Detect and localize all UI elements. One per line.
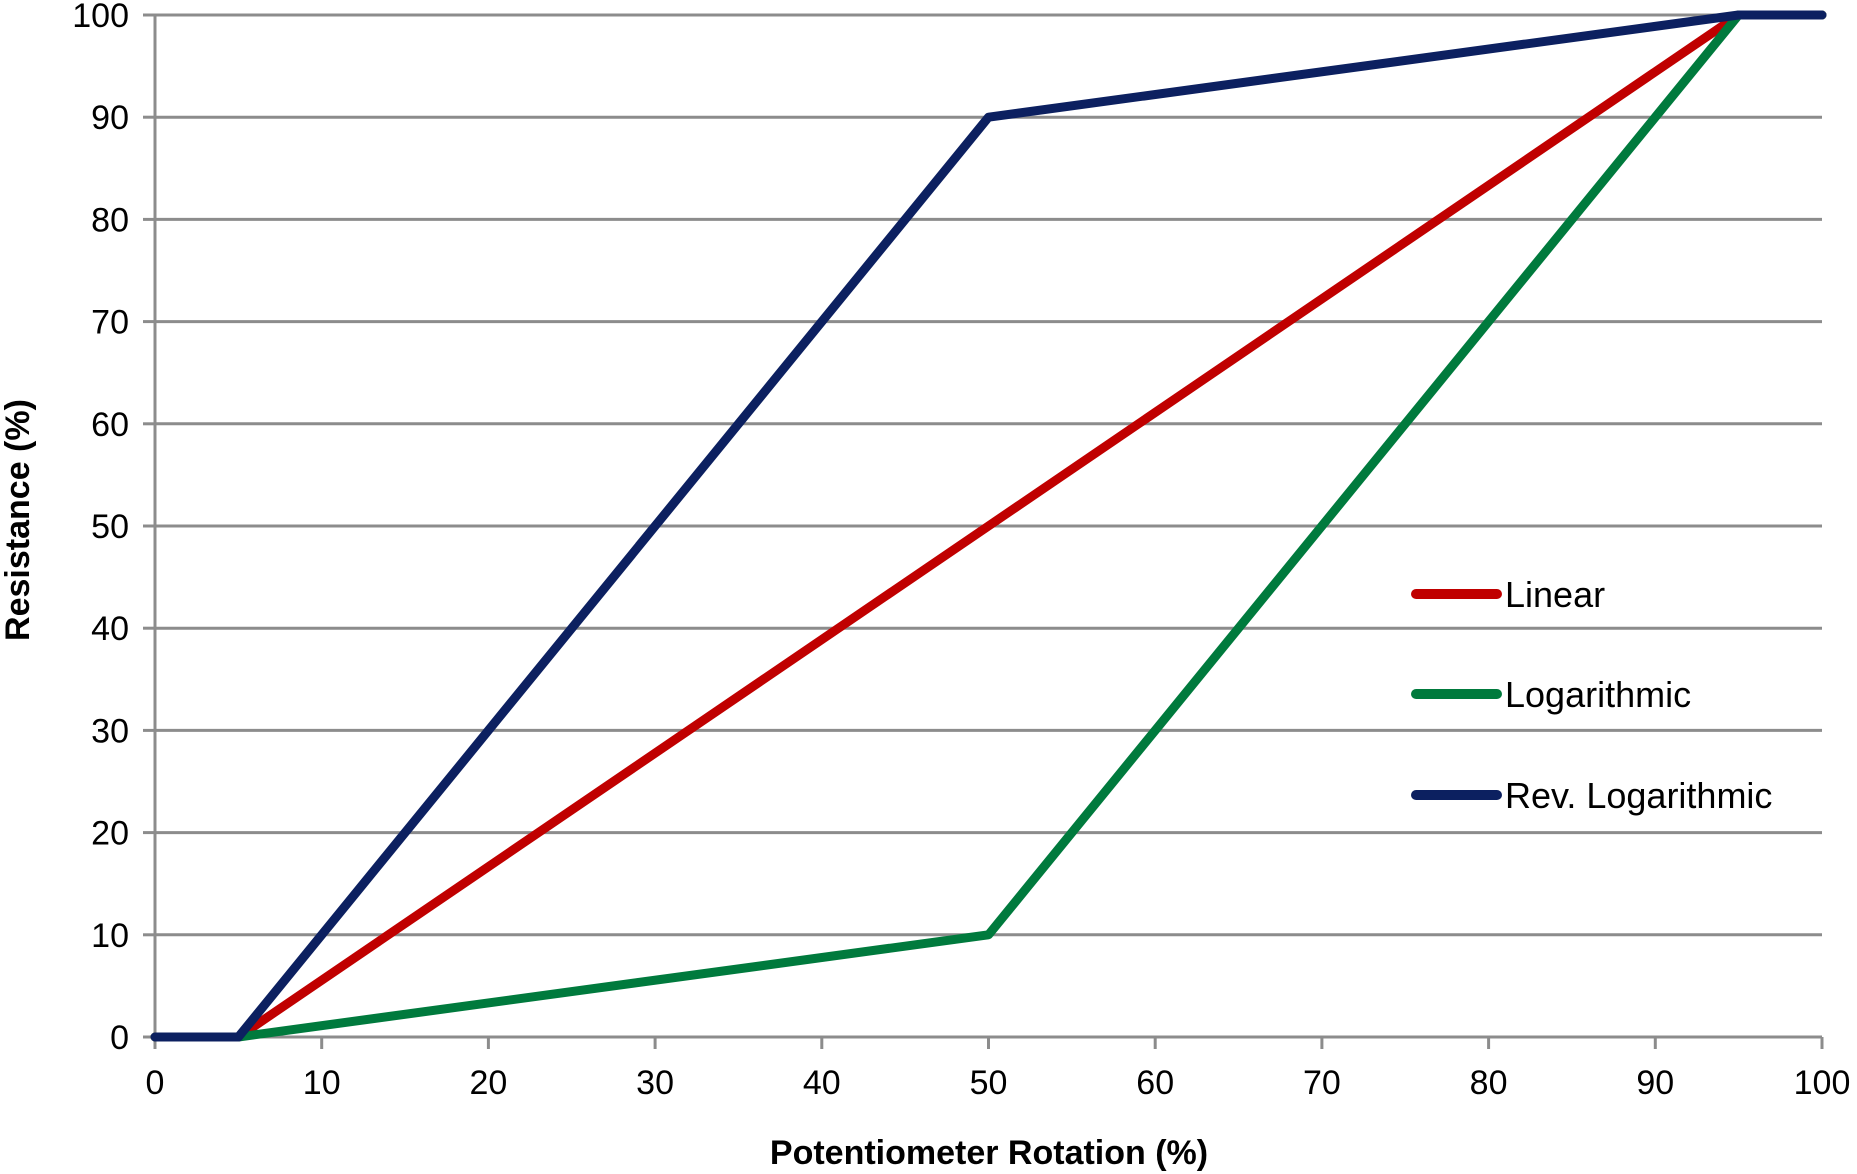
- series-group: [150, 10, 1827, 1042]
- legend-label-2: Logarithmic: [1505, 674, 1691, 715]
- x-tick-label: 40: [803, 1064, 841, 1102]
- x-tick-label: 100: [1794, 1064, 1851, 1102]
- x-tick-label: 50: [970, 1064, 1008, 1102]
- y-tick-label: 10: [91, 917, 129, 955]
- y-axis-title: Resistance (%): [0, 399, 37, 641]
- x-tick-label: 70: [1303, 1064, 1341, 1102]
- y-tick-label: 90: [91, 99, 129, 137]
- y-tick-label: 20: [91, 815, 129, 853]
- y-tick-label: 70: [91, 304, 129, 342]
- legend: Linear Logarithmic Rev. Logarithmic: [1411, 574, 1772, 816]
- y-tick-label: 80: [91, 201, 129, 239]
- x-tick-label: 0: [146, 1064, 165, 1102]
- series-line-3: [150, 10, 1827, 1042]
- x-tick-label: 30: [636, 1064, 674, 1102]
- x-tick-label: 80: [1470, 1064, 1508, 1102]
- axes: [143, 13, 1824, 1049]
- x-tick-label: 60: [1136, 1064, 1174, 1102]
- y-tick-label: 50: [91, 508, 129, 546]
- x-tick-label: 10: [303, 1064, 341, 1102]
- tick-labels: 0 10 20 30 40 50 60 70 80 90 100 0 10 20 30 40 50 60 70 80 9…: [72, 0, 1850, 1102]
- y-tick-label: 100: [72, 0, 129, 35]
- y-tick-label: 60: [91, 406, 129, 444]
- legend-label-1: Linear: [1505, 574, 1605, 615]
- x-axis-title: Potentiometer Rotation (%): [770, 1134, 1208, 1172]
- y-tick-label: 40: [91, 610, 129, 648]
- y-tick-label: 0: [110, 1019, 129, 1057]
- legend-label-3: Rev. Logarithmic: [1505, 775, 1772, 816]
- x-tick-label: 20: [469, 1064, 507, 1102]
- y-tick-label: 30: [91, 712, 129, 750]
- x-tick-label: 90: [1636, 1064, 1674, 1102]
